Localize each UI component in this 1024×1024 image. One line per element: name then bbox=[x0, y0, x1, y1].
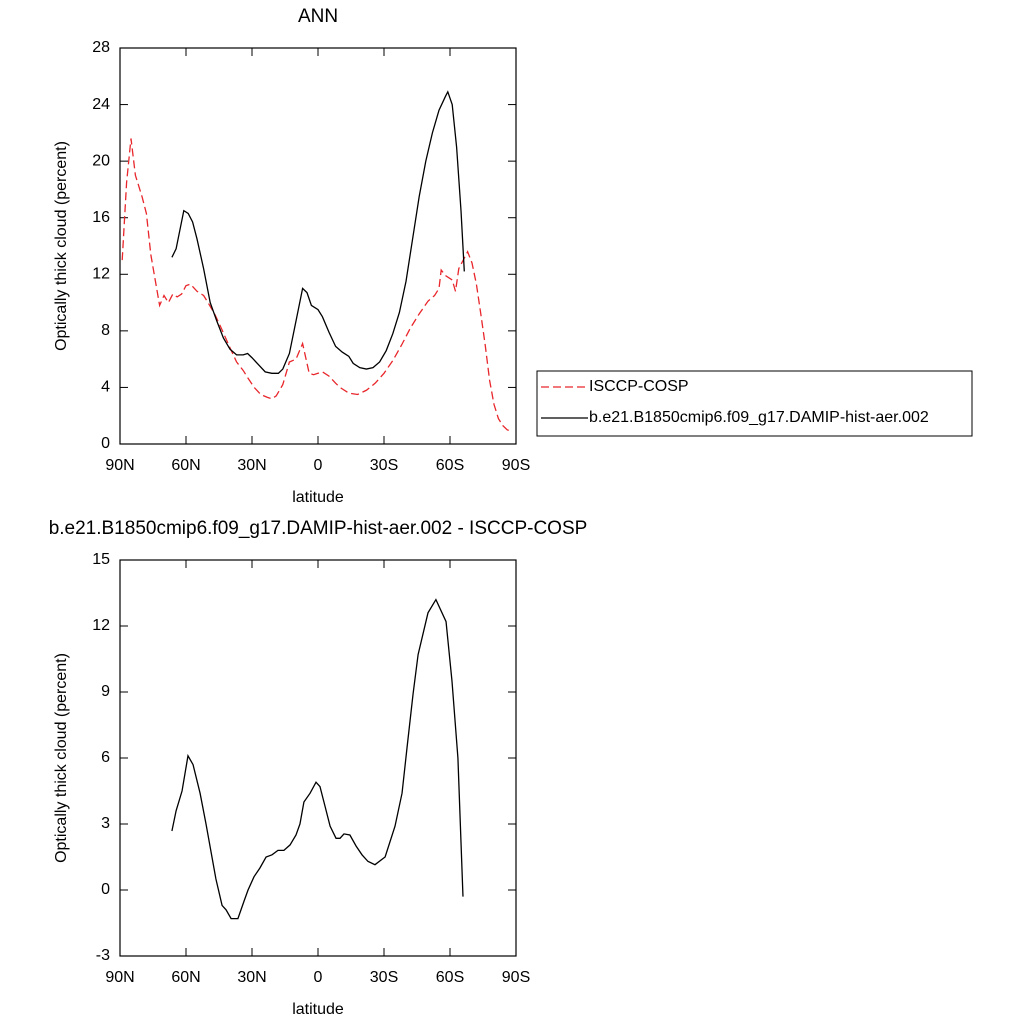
y-tick-label: 0 bbox=[101, 881, 110, 898]
y-tick-label: 20 bbox=[92, 152, 110, 169]
x-axis-label: latitude bbox=[292, 489, 344, 506]
y-tick-label: 12 bbox=[92, 617, 110, 634]
series-line bbox=[171, 90, 465, 374]
legend-label: b.e21.B1850cmip6.f09_g17.DAMIP-hist-aer.… bbox=[589, 409, 929, 426]
y-tick-label: 12 bbox=[92, 266, 110, 283]
x-tick-label: 30N bbox=[237, 969, 266, 986]
plot-frame bbox=[119, 47, 517, 445]
x-tick-label: 0 bbox=[314, 457, 323, 474]
legend-label: ISCCP-COSP bbox=[589, 378, 689, 395]
x-tick-label: 30S bbox=[370, 969, 398, 986]
y-tick-label: 4 bbox=[101, 379, 110, 396]
y-tick-label: 28 bbox=[92, 39, 110, 56]
y-tick-label: 16 bbox=[92, 209, 110, 226]
y-tick-label: 3 bbox=[101, 815, 110, 832]
x-tick-label: 60S bbox=[436, 457, 464, 474]
y-tick-label: 9 bbox=[101, 683, 110, 700]
x-tick-label: 0 bbox=[314, 969, 323, 986]
x-tick-label: 90S bbox=[502, 457, 530, 474]
x-tick-label: 90N bbox=[105, 969, 134, 986]
chart-title: ANN bbox=[298, 6, 338, 27]
x-axis-label: latitude bbox=[292, 1001, 344, 1018]
chart-title: b.e21.B1850cmip6.f09_g17.DAMIP-hist-aer.… bbox=[49, 518, 588, 539]
x-tick-label: 60N bbox=[171, 457, 200, 474]
x-tick-label: 30N bbox=[237, 457, 266, 474]
plot-frame bbox=[119, 559, 517, 957]
y-tick-label: 0 bbox=[101, 435, 110, 452]
y-tick-label: -3 bbox=[96, 947, 110, 964]
series-line bbox=[121, 138, 512, 432]
x-tick-label: 90N bbox=[105, 457, 134, 474]
x-tick-label: 30S bbox=[370, 457, 398, 474]
y-tick-label: 6 bbox=[101, 749, 110, 766]
y-tick-label: 8 bbox=[101, 322, 110, 339]
legend-box bbox=[536, 370, 973, 437]
x-tick-label: 60S bbox=[436, 969, 464, 986]
y-axis-label: Optically thick cloud (percent) bbox=[53, 653, 70, 863]
y-tick-label: 15 bbox=[92, 551, 110, 568]
x-tick-label: 60N bbox=[171, 969, 200, 986]
y-tick-label: 24 bbox=[92, 96, 110, 113]
y-axis-label: Optically thick cloud (percent) bbox=[53, 141, 70, 351]
series-line bbox=[171, 598, 464, 920]
x-tick-label: 90S bbox=[502, 969, 530, 986]
